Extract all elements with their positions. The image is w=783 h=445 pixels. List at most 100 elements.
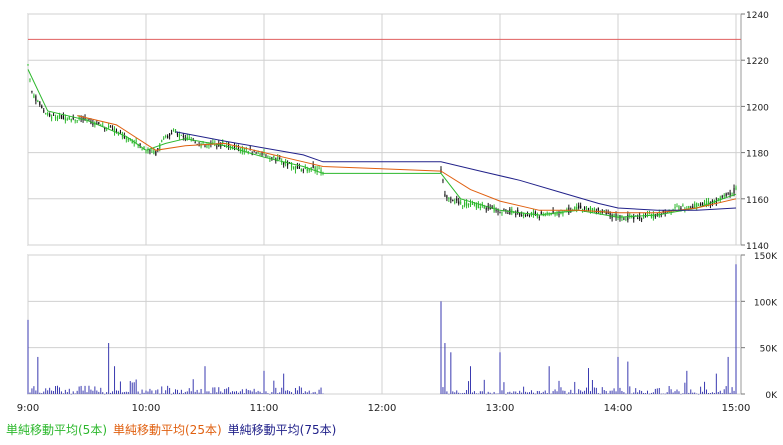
volume-bar	[320, 387, 322, 394]
candle-body	[723, 194, 725, 197]
volume-bar	[104, 393, 106, 395]
candle-body	[312, 164, 314, 168]
volume-bar	[668, 386, 670, 394]
candle-body	[306, 168, 308, 172]
volume-bar	[218, 387, 220, 394]
candle-body	[170, 132, 173, 135]
candle-body	[206, 144, 208, 148]
candle-body	[169, 133, 171, 136]
price-plot-frame	[27, 13, 742, 246]
volume-bar	[314, 391, 316, 394]
candle-body	[273, 155, 275, 158]
volume-bar	[45, 388, 47, 394]
volume-bar	[643, 392, 645, 394]
x-tick-label: 10:00	[132, 403, 161, 414]
candle-body	[625, 218, 627, 220]
candle-body	[98, 122, 100, 125]
candle-body	[615, 214, 617, 218]
volume-bar	[717, 392, 719, 394]
volume-bar	[194, 391, 196, 394]
candle-body	[564, 210, 566, 212]
volume-bar	[157, 389, 159, 394]
volume-bar	[532, 392, 534, 394]
candle-body	[717, 198, 719, 201]
volume-bar	[58, 387, 60, 394]
candle-body	[229, 145, 232, 148]
volume-bar	[615, 391, 617, 394]
volume-bar	[171, 393, 173, 395]
volume-bar	[112, 391, 114, 394]
volume-bar	[458, 392, 460, 394]
candle-body	[172, 130, 175, 132]
volume-bar	[298, 386, 300, 394]
volume-bar	[473, 391, 475, 394]
candle-body	[701, 202, 704, 206]
volume-bar	[550, 393, 552, 395]
candle-body	[56, 117, 59, 120]
candle-body	[729, 192, 731, 196]
volume-bar	[566, 393, 568, 395]
candle-body	[583, 206, 586, 210]
candle-body	[41, 105, 43, 109]
volume-bar	[39, 392, 41, 394]
volume-bar	[552, 391, 554, 394]
candle-body	[517, 209, 519, 214]
volume-bar	[625, 393, 627, 395]
volume-bar	[143, 392, 145, 394]
candle-body	[458, 201, 460, 204]
candle-body	[188, 137, 190, 139]
candle-body	[141, 148, 143, 150]
x-axis: 9:00 10:00 11:00 12:00 13:00 14:00 15:00	[17, 403, 751, 414]
volume-bar	[588, 368, 589, 394]
candle-body	[194, 142, 196, 144]
volume-bar	[283, 373, 285, 394]
volume-bar	[153, 393, 155, 395]
volume-bar	[253, 388, 255, 394]
candle-body	[51, 117, 53, 119]
volume-bar	[609, 390, 611, 394]
volume-bar	[558, 380, 560, 394]
candle-body	[670, 211, 672, 213]
candle-body	[707, 201, 710, 204]
candle-body	[652, 213, 654, 219]
volume-bar	[163, 393, 165, 394]
candle-body	[609, 212, 611, 218]
volume-bar	[674, 391, 676, 394]
volume-bar	[599, 393, 601, 395]
candle-body	[469, 203, 472, 205]
candle-body	[642, 216, 645, 219]
volume-bar	[243, 393, 245, 394]
candle-body	[314, 166, 316, 171]
candle-body	[45, 113, 47, 115]
candle-body	[703, 202, 706, 205]
volume-bar	[86, 392, 88, 394]
candle-body	[721, 196, 723, 198]
candle-body	[263, 152, 265, 156]
volume-bar	[234, 391, 235, 394]
candle-body	[84, 117, 86, 120]
volume-bar	[641, 390, 643, 394]
volume-bar	[33, 386, 35, 394]
volume-bar	[700, 386, 702, 394]
volume-bar	[654, 388, 656, 394]
volume-bar	[603, 390, 605, 394]
candle-body	[222, 141, 224, 144]
volume-bar	[589, 391, 591, 394]
candle-body	[296, 166, 299, 169]
volume-bar	[578, 389, 580, 394]
volume-bar	[88, 385, 90, 394]
candle-body	[698, 204, 700, 206]
volume-tick-label: 0K	[765, 391, 778, 401]
volume-bar	[310, 393, 312, 394]
volume-bar	[76, 390, 78, 394]
volume-bar	[141, 389, 143, 394]
volume-bar	[49, 387, 51, 394]
volume-bar	[78, 386, 80, 394]
x-tick-label: 9:00	[17, 403, 39, 414]
volume-bar	[515, 391, 517, 394]
volume-bar	[688, 392, 690, 394]
volume-bar	[694, 392, 696, 394]
candle-body	[700, 203, 702, 206]
legend-ma75: 単純移動平均(75本)	[227, 423, 337, 437]
volume-bar	[127, 391, 129, 394]
